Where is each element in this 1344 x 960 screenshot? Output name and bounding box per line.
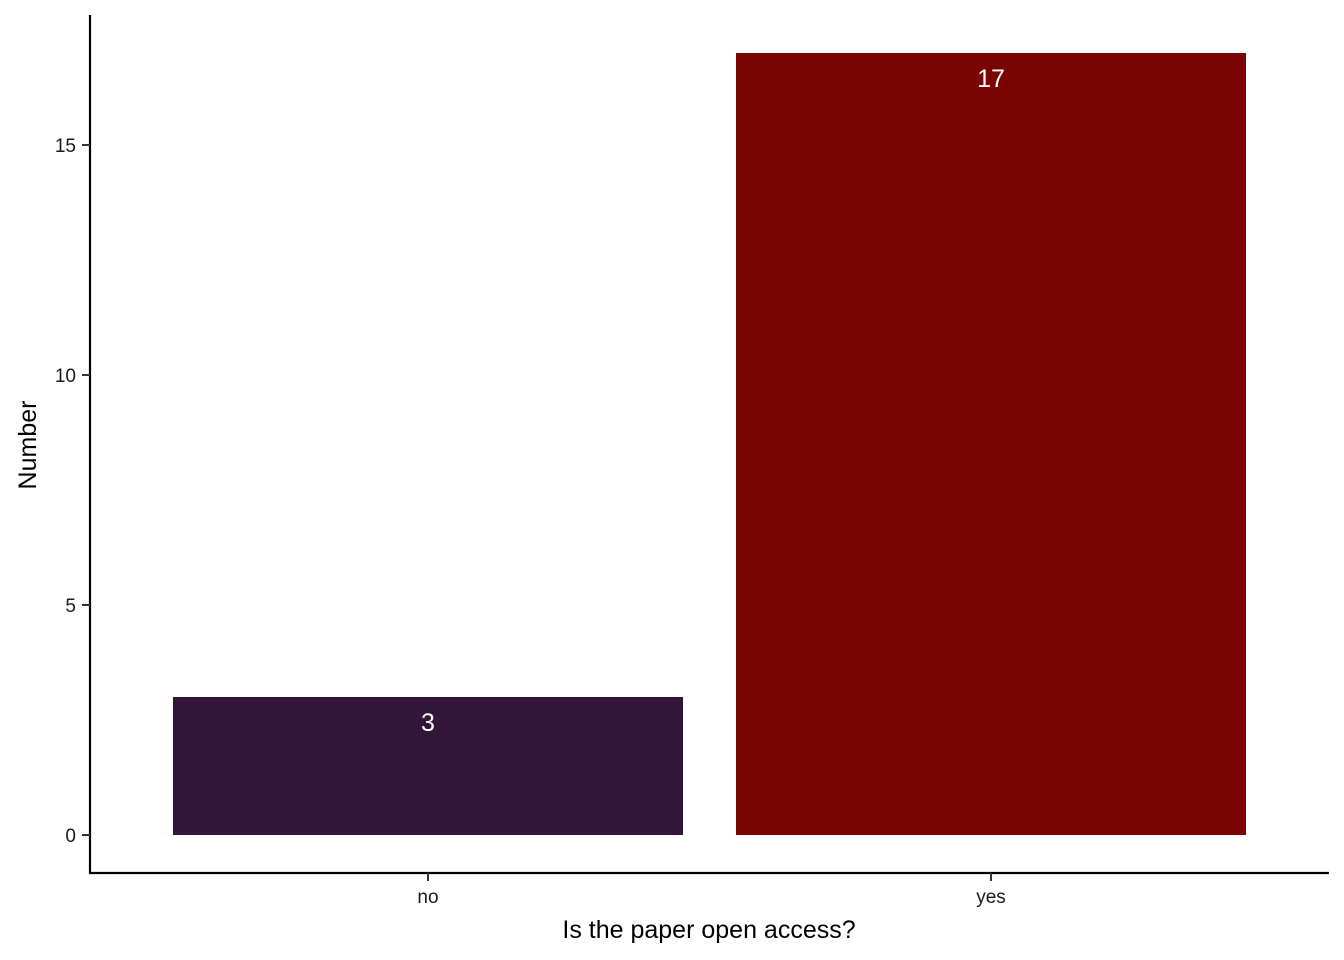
x-tick-label: yes [976, 887, 1006, 908]
y-axis-title: Number [14, 401, 42, 490]
bars-layer [173, 53, 1246, 835]
bar-yes [736, 53, 1246, 835]
x-axis-title: Is the paper open access? [562, 916, 855, 944]
y-tick-label: 15 [55, 136, 76, 157]
y-ticks-layer: 0 5 10 15 [55, 136, 90, 847]
data-labels-layer: 3 17 [421, 65, 1005, 737]
x-ticks-layer: no yes [417, 873, 1006, 908]
data-label-yes: 17 [977, 65, 1005, 93]
bar-no [173, 697, 683, 835]
data-label-no: 3 [421, 709, 435, 737]
x-tick-label: no [417, 887, 438, 908]
y-tick-label: 0 [65, 826, 76, 847]
y-tick-label: 10 [55, 366, 76, 387]
y-tick-label: 5 [65, 596, 76, 617]
